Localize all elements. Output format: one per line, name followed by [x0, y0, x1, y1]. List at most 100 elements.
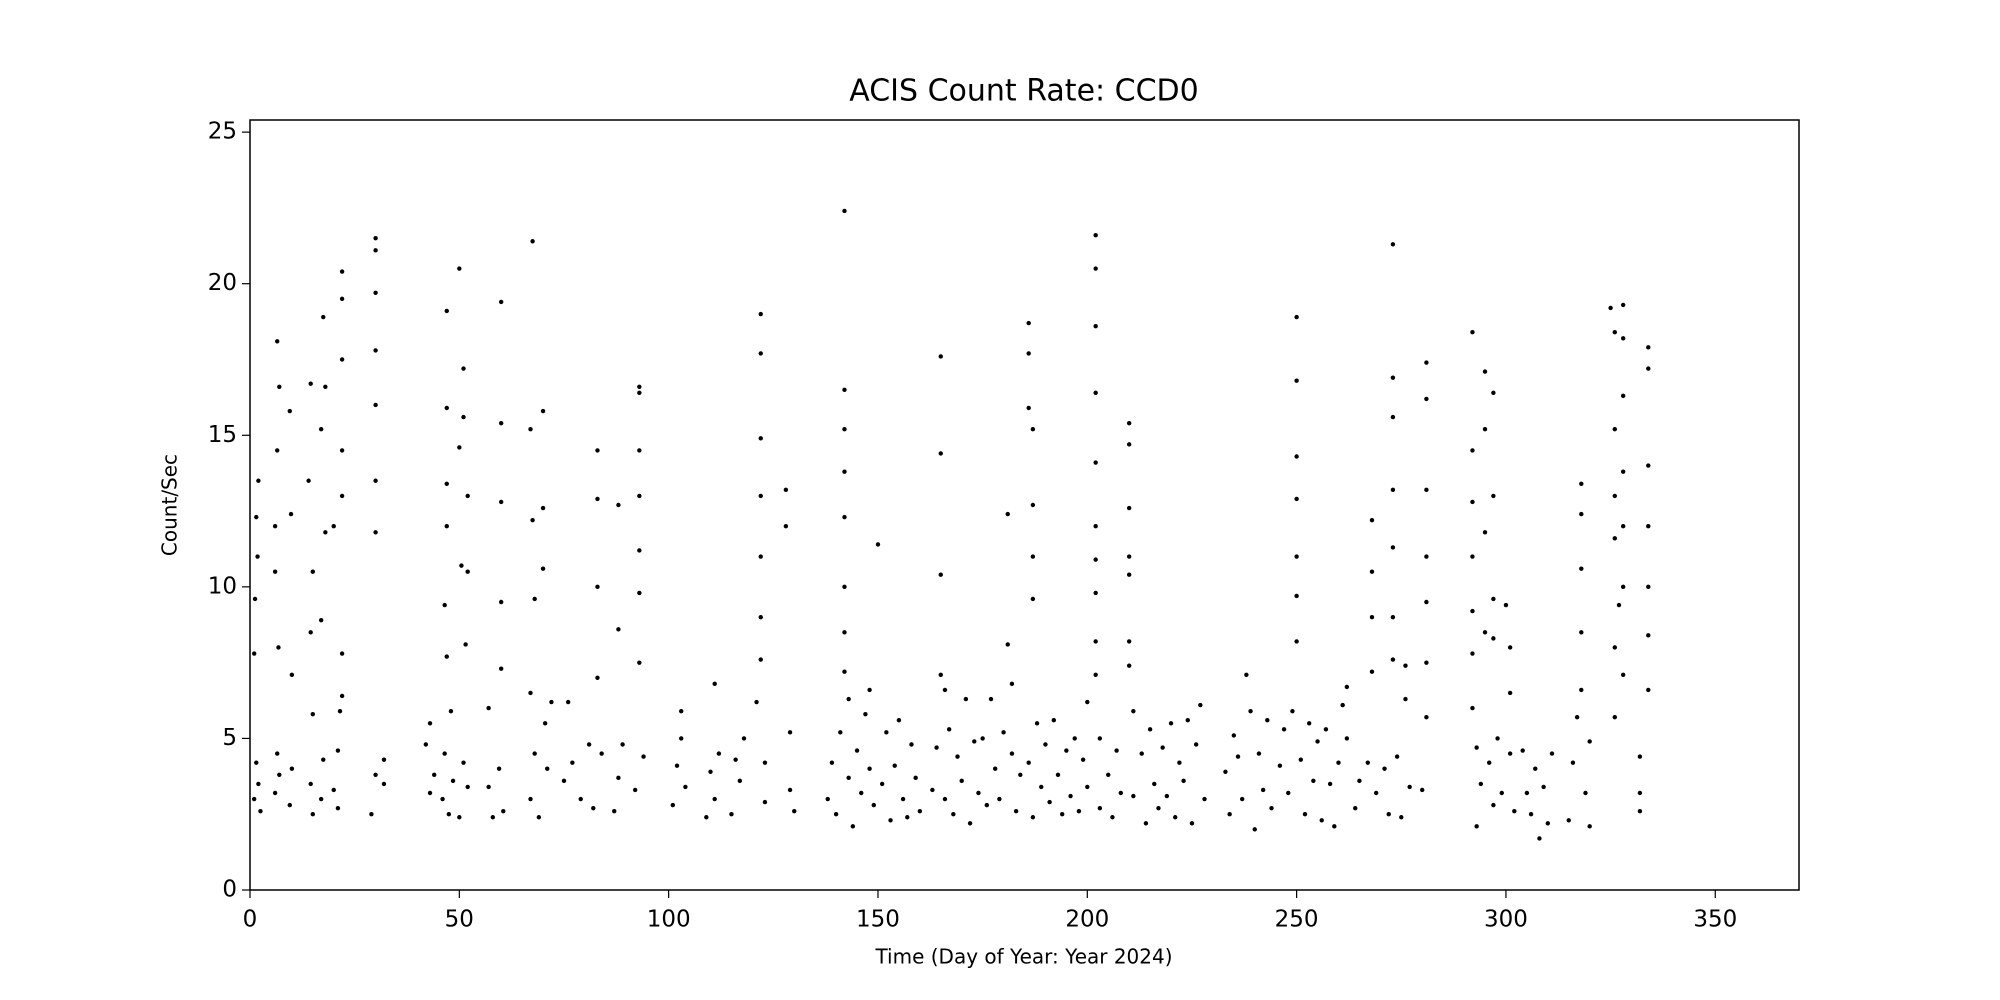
data-point: [875, 542, 881, 547]
data-point: [1424, 396, 1429, 402]
data-point: [637, 493, 642, 499]
data-point: [1574, 715, 1580, 720]
data-point: [1294, 454, 1299, 459]
data-point: [1637, 790, 1643, 796]
x-tick-label: 350: [1693, 907, 1737, 933]
data-point: [1390, 414, 1396, 420]
data-point: [1277, 763, 1283, 768]
data-point: [708, 769, 713, 774]
data-point: [1612, 330, 1617, 335]
data-point: [1126, 442, 1132, 447]
data-point: [674, 763, 680, 768]
data-point: [879, 781, 885, 787]
data-point: [1093, 390, 1098, 396]
data-point: [561, 778, 567, 784]
data-point: [1390, 657, 1396, 662]
data-point: [1424, 554, 1429, 559]
data-point: [1390, 242, 1396, 247]
data-point: [532, 751, 537, 756]
data-point: [427, 721, 433, 726]
data-point: [599, 751, 604, 756]
data-point: [1114, 748, 1119, 753]
data-point: [1507, 751, 1513, 756]
data-point: [1315, 739, 1320, 744]
data-point: [335, 805, 341, 811]
data-point: [1382, 766, 1387, 771]
data-point: [842, 669, 847, 674]
data-point: [536, 815, 542, 820]
data-point: [1093, 590, 1098, 596]
data-point: [444, 308, 449, 314]
data-point: [289, 766, 295, 771]
data-point: [683, 784, 688, 790]
data-point: [595, 448, 600, 453]
data-point: [984, 802, 990, 808]
data-point: [252, 596, 258, 602]
data-point: [1034, 721, 1040, 726]
data-point: [310, 711, 315, 717]
data-point: [1399, 815, 1404, 820]
data-point: [1646, 524, 1651, 529]
data-point: [1030, 815, 1036, 820]
data-point: [310, 812, 315, 817]
data-point: [909, 742, 914, 747]
data-point: [1294, 639, 1299, 644]
data-point: [498, 299, 504, 305]
data-point: [591, 805, 596, 811]
data-point: [540, 566, 546, 571]
chart-title: ACIS Count Rate: CCD0: [849, 74, 1199, 109]
data-point: [825, 796, 830, 802]
data-point: [1093, 524, 1098, 529]
data-point: [528, 796, 533, 802]
data-point: [444, 654, 449, 659]
data-point: [1164, 793, 1170, 799]
data-point: [339, 296, 345, 302]
x-tick-label: 150: [856, 907, 900, 933]
data-point: [1579, 687, 1584, 693]
data-point: [255, 554, 260, 559]
data-point: [373, 236, 378, 241]
data-point: [287, 802, 292, 808]
data-point: [1097, 805, 1103, 811]
data-point: [1039, 784, 1044, 790]
data-point: [1168, 721, 1174, 726]
data-point: [637, 590, 642, 596]
data-point: [616, 627, 621, 632]
data-point: [1424, 487, 1429, 493]
data-point: [1579, 630, 1584, 635]
data-point: [1265, 718, 1270, 723]
data-point: [867, 766, 872, 771]
data-point: [1286, 790, 1291, 796]
x-tick-label: 0: [243, 907, 258, 933]
data-point: [758, 554, 763, 559]
data-point: [1311, 778, 1316, 784]
data-point: [637, 660, 642, 665]
data-point: [1018, 772, 1023, 778]
data-point: [530, 517, 535, 523]
data-point: [1156, 805, 1161, 811]
data-point: [1390, 614, 1396, 620]
data-point: [498, 420, 504, 426]
data-point: [463, 642, 468, 647]
data-point: [704, 815, 709, 820]
data-point: [1424, 360, 1429, 365]
data-point: [1026, 760, 1031, 765]
data-point: [1093, 323, 1098, 329]
points: [251, 208, 1651, 841]
data-point: [1332, 824, 1337, 829]
data-point: [976, 790, 981, 796]
data-point: [1524, 790, 1530, 796]
data-point: [992, 766, 998, 771]
data-point: [1549, 751, 1555, 756]
data-point: [758, 311, 763, 317]
data-point: [712, 681, 717, 687]
data-point: [712, 796, 717, 802]
data-point: [540, 408, 546, 414]
data-point: [373, 348, 378, 353]
data-point: [339, 269, 345, 274]
data-point: [930, 787, 935, 793]
data-point: [754, 699, 759, 705]
data-point: [1357, 778, 1362, 784]
data-point: [565, 699, 571, 705]
